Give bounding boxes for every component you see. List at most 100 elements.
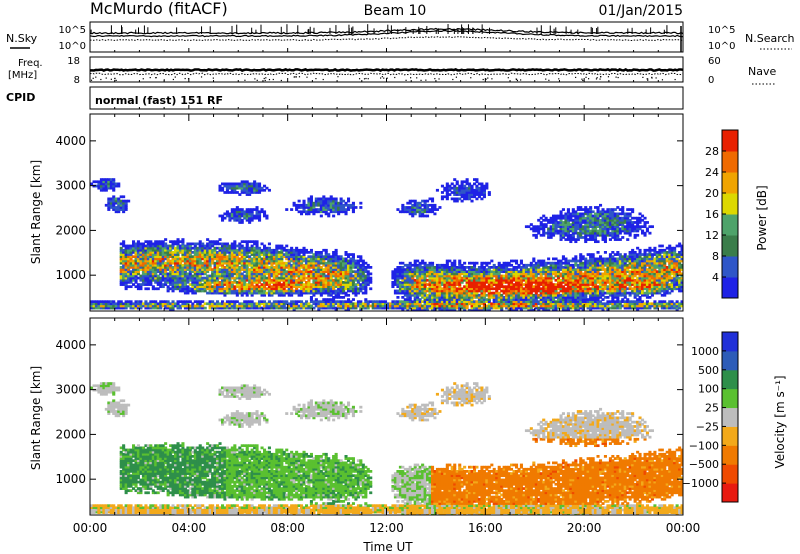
power-cell: [238, 210, 242, 214]
power-cell: [359, 289, 363, 293]
power-cell: [186, 278, 190, 282]
power-cell: [129, 261, 133, 265]
power-cell: [351, 253, 355, 256]
power-cell: [544, 216, 548, 220]
power-cell: [549, 218, 553, 222]
power-cell: [458, 304, 462, 308]
power-cell: [245, 285, 249, 289]
power-cell: [534, 300, 538, 304]
power-cell: [319, 270, 323, 274]
power-cell: [319, 208, 323, 211]
power-cell: [228, 281, 232, 284]
power-cell: [127, 246, 131, 250]
power-cell: [566, 278, 570, 282]
power-cell: [164, 253, 168, 256]
power-cell: [559, 259, 563, 263]
power-cell: [549, 304, 553, 308]
power-cell: [285, 248, 289, 252]
power-cell: [240, 276, 244, 280]
power-cell: [539, 274, 543, 278]
power-cell: [418, 266, 422, 269]
power-cell: [314, 270, 318, 274]
power-cell: [564, 259, 568, 263]
power-cell: [181, 281, 185, 284]
power-cell: [398, 281, 402, 284]
power-cell: [408, 199, 412, 203]
power-cell: [146, 246, 150, 250]
power-cell: [243, 186, 247, 190]
power-cell: [502, 289, 506, 293]
power-cell: [547, 287, 551, 291]
power-cell: [141, 281, 145, 284]
power-cell: [287, 287, 291, 291]
power-cell: [453, 278, 457, 282]
power-cell: [193, 304, 197, 308]
power-cell: [453, 302, 457, 306]
power-cell: [307, 304, 311, 308]
power-cell: [423, 201, 427, 205]
power-cell: [292, 201, 296, 205]
power-cell: [468, 281, 472, 284]
power-cell: [181, 287, 185, 291]
power-cell: [433, 270, 437, 274]
power-cell: [527, 278, 531, 282]
power-cell: [561, 255, 565, 259]
nave-trace: [89, 72, 684, 76]
power-cell: [327, 298, 331, 301]
power-cell: [413, 206, 417, 209]
power-cell: [191, 287, 195, 291]
power-cell: [470, 283, 474, 286]
power-cell: [564, 227, 568, 231]
power-cell: [475, 191, 479, 194]
power-cell: [314, 208, 318, 211]
power-cell: [290, 274, 294, 278]
power-cell: [203, 276, 207, 280]
power-cell: [124, 199, 128, 203]
power-cell: [127, 266, 131, 269]
power-cell: [406, 306, 410, 310]
power-cell: [282, 287, 286, 291]
power-cell: [549, 261, 553, 265]
power-cell: [351, 283, 355, 286]
power-cell: [527, 287, 531, 291]
power-cell: [223, 266, 227, 269]
power-cell: [208, 255, 212, 259]
power-cell: [171, 272, 175, 276]
power-cell: [178, 259, 182, 263]
power-cell: [245, 218, 249, 222]
power-cell: [228, 255, 232, 259]
power-cell: [277, 289, 281, 293]
power-cell: [356, 281, 360, 284]
power-cell: [529, 263, 533, 267]
power-cell: [433, 287, 437, 291]
power-cell: [470, 304, 474, 308]
power-cell: [243, 261, 247, 265]
power-cell: [225, 210, 229, 214]
power-cell: [334, 201, 338, 205]
power-cell: [403, 285, 407, 289]
power-cell: [159, 285, 163, 289]
power-cell: [421, 259, 425, 263]
power-cell: [206, 270, 210, 274]
power-cell: [566, 304, 570, 308]
power-cell: [119, 206, 123, 209]
power-cell: [403, 289, 407, 293]
power-cell: [356, 263, 360, 267]
power-cell: [258, 281, 262, 284]
power-cell: [312, 208, 316, 211]
power-cell: [290, 259, 294, 263]
power-cell: [527, 283, 531, 286]
power-cell: [280, 257, 284, 261]
power-cell: [201, 251, 205, 254]
power-cell: [426, 302, 430, 306]
power-cell: [223, 182, 227, 186]
power-cell: [263, 253, 267, 256]
power-cell: [253, 276, 257, 280]
power-cell: [154, 306, 158, 310]
power-cell: [240, 268, 244, 271]
power-cell: [146, 253, 150, 256]
power-cell: [176, 263, 180, 267]
power-cell: [477, 306, 481, 310]
power-cell: [359, 306, 363, 310]
power-cell: [440, 184, 444, 188]
